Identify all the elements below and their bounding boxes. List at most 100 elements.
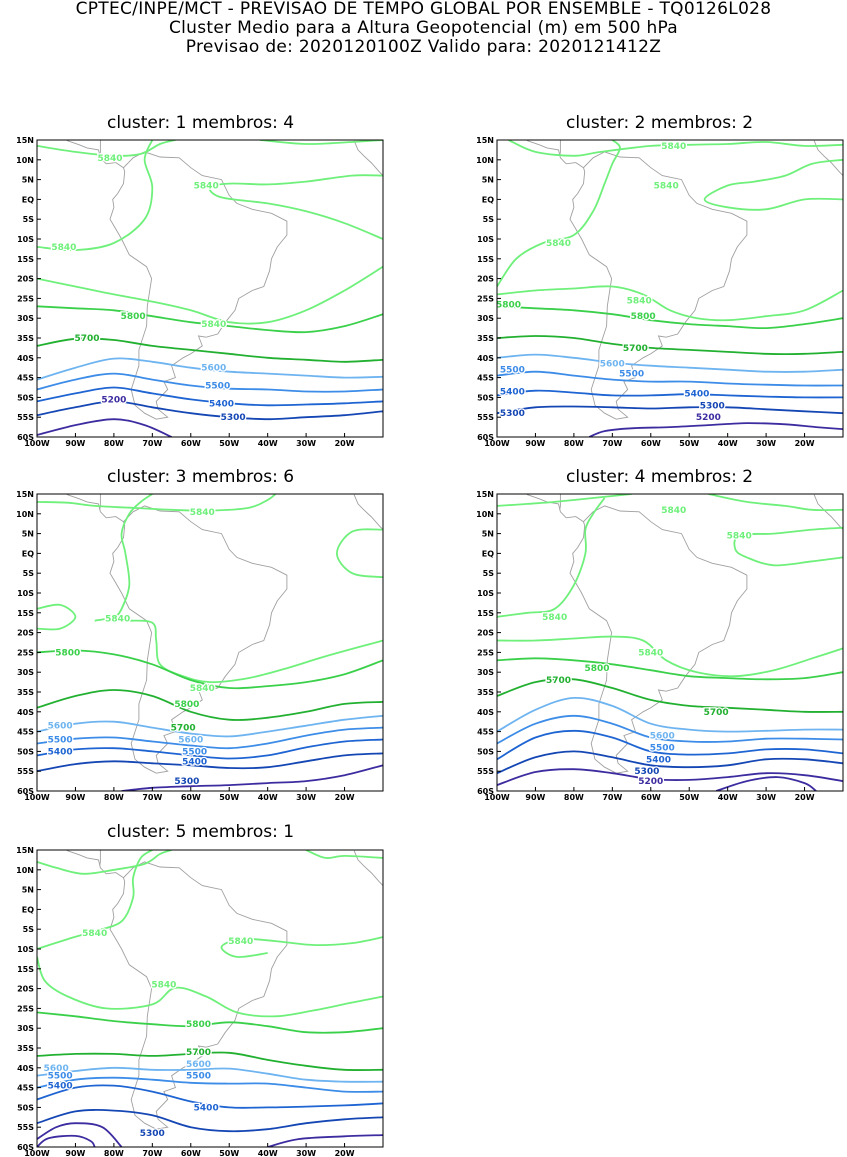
contour-line (37, 752, 383, 773)
contour-line (267, 1134, 383, 1147)
lon-label: 90W (65, 793, 85, 802)
lat-label: 30S (17, 314, 34, 323)
lon-label: 90W (65, 1149, 85, 1157)
contour-line (37, 956, 383, 1018)
contour-line (37, 1122, 123, 1147)
lat-label: 5S (23, 569, 35, 578)
lat-label: 55S (477, 413, 494, 422)
coastline (813, 140, 843, 176)
lat-label: 35S (17, 1044, 34, 1053)
lon-label: 70W (602, 439, 622, 448)
lat-label: 40S (17, 1064, 34, 1073)
contour-label: 5500 (48, 1072, 73, 1082)
lat-label: 45S (17, 728, 34, 737)
map-frame (36, 849, 384, 1148)
contour-label: 5840 (228, 937, 253, 947)
contour-label: 5840 (51, 243, 76, 253)
contour-label: 5800 (584, 664, 609, 674)
lat-label: 10N (16, 866, 34, 875)
lat-label: 15N (476, 136, 494, 145)
lat-label: 15N (476, 490, 494, 499)
contour-line (588, 422, 843, 437)
lon-label: 50W (679, 439, 699, 448)
contour-label: 5400 (48, 747, 73, 757)
contour-label: 5840 (661, 142, 686, 152)
lon-label: 50W (679, 793, 699, 802)
lon-label: 60W (181, 793, 201, 802)
lon-label: 70W (142, 439, 162, 448)
panel-title: cluster: 3 membros: 6 (107, 467, 295, 487)
contour-line (121, 764, 383, 791)
lat-label: 5N (482, 176, 494, 185)
contour-label: 5200 (638, 777, 663, 787)
contour-label: 5400 (48, 1082, 73, 1092)
lat-label: 10N (16, 510, 34, 519)
contour-label: 5700 (546, 676, 571, 686)
contour-line (37, 1084, 383, 1109)
contour-line (37, 1109, 383, 1133)
lat-label: 40S (477, 354, 494, 363)
contour-line (335, 528, 383, 579)
lat-label: 60S (17, 787, 34, 796)
header-subtitle-line: Cluster Medio para a Altura Geopotencial… (168, 18, 679, 38)
contour-line (497, 497, 606, 618)
contour-label: 5300 (634, 767, 659, 777)
lon-label: 20W (795, 793, 815, 802)
contour-line (497, 335, 843, 355)
map-frame (496, 139, 844, 438)
panel-title: cluster: 5 membros: 1 (107, 822, 295, 842)
contour-line (497, 678, 843, 713)
lon-label: 40W (258, 1149, 278, 1157)
coastline (98, 140, 101, 156)
contour-line (37, 337, 383, 363)
contour-label: 5300 (700, 401, 725, 411)
lat-label: 50S (477, 393, 494, 402)
coastline (109, 151, 288, 420)
contour-line (37, 1076, 383, 1093)
lon-label: 100W (484, 793, 510, 802)
contour-label: 5300 (221, 413, 246, 423)
lat-label: 10S (477, 235, 494, 244)
lat-label: 5S (483, 569, 495, 578)
contour-label: 5840 (97, 154, 122, 164)
lat-label: 30S (477, 314, 494, 323)
lat-label: EQ (482, 549, 494, 558)
lat-label: 5S (23, 925, 35, 934)
contour-line (715, 776, 817, 791)
lat-label: 30S (477, 668, 494, 677)
lon-label: 20W (795, 439, 815, 448)
lon-label: 90W (65, 439, 85, 448)
lon-label: 70W (142, 1149, 162, 1157)
lat-label: 55S (17, 413, 34, 422)
lon-label: 60W (641, 439, 661, 448)
lat-label: 35S (477, 688, 494, 697)
lat-label: 25S (477, 294, 494, 303)
lon-label: 80W (564, 439, 584, 448)
lat-label: 20S (477, 275, 494, 284)
lat-label: 55S (17, 767, 34, 776)
contour-label: 5700 (704, 708, 729, 718)
lat-label: 25S (477, 648, 494, 657)
coastline (65, 140, 124, 169)
contour-label: 5400 (209, 399, 234, 409)
coastline (813, 494, 843, 530)
coastline (353, 140, 383, 176)
lon-label: 60W (641, 793, 661, 802)
lon-label: 20W (335, 1149, 355, 1157)
lon-label: 60W (181, 439, 201, 448)
contour-label: 5800 (496, 300, 521, 310)
contour-label: 5700 (171, 724, 196, 734)
coastline (109, 861, 288, 1130)
contour-label: 5840 (661, 506, 686, 516)
contour-label: 5800 (174, 700, 199, 710)
coastline (65, 850, 124, 879)
header-title-line: CPTEC/INPE/MCT - PREVISAO DE TEMPO GLOBA… (75, 0, 772, 19)
contour-line (125, 619, 383, 684)
contour-line (37, 603, 77, 631)
lat-label: 20S (17, 629, 34, 638)
lat-label: 35S (17, 688, 34, 697)
contour-label: 5600 (600, 360, 625, 370)
map-frame (496, 493, 844, 792)
